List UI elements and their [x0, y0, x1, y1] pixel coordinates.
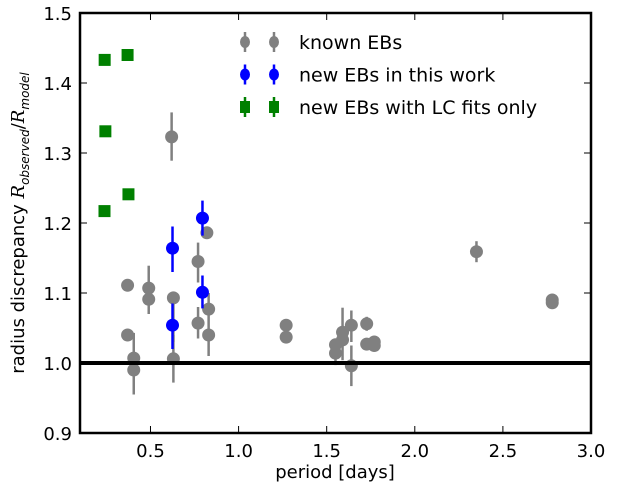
- legend-label: new EBs with LC fits only: [299, 97, 537, 119]
- y-tick-label: 1.0: [43, 354, 72, 375]
- data-point: [195, 211, 209, 225]
- data-point: [360, 317, 374, 331]
- data-point: [99, 125, 112, 138]
- data-point: [195, 285, 209, 299]
- data-point: [202, 328, 216, 342]
- data-point: [344, 318, 358, 332]
- axis-ticks: 0.5 1.0 1.5 2.0 2.5 3.0 0.9 1.0 1.1 1.2 1.3 1.4 1.5: [43, 4, 605, 462]
- data-point: [279, 318, 293, 332]
- legend-label: known EBs: [299, 32, 402, 54]
- legend-marker: [269, 101, 279, 113]
- data-point: [121, 278, 135, 292]
- series-2: [98, 49, 135, 218]
- data-point: [191, 255, 205, 268]
- data-point: [122, 188, 135, 201]
- data-point: [166, 291, 180, 305]
- legend-marker: [240, 68, 250, 81]
- series-1: [166, 200, 209, 349]
- data-point: [142, 292, 156, 306]
- legend-marker: [240, 36, 250, 48]
- data-point: [166, 241, 180, 255]
- data-point: [165, 130, 179, 144]
- x-tick-label: 2.5: [489, 441, 518, 462]
- x-tick-label: 0.5: [136, 441, 165, 462]
- data-point: [98, 53, 111, 66]
- data-point: [191, 316, 205, 330]
- data-point: [367, 339, 381, 352]
- data-point: [142, 281, 156, 295]
- x-tick-label: 1.5: [312, 441, 341, 462]
- y-tick-label: 1.3: [43, 144, 72, 165]
- data-point: [545, 293, 559, 307]
- legend: known EBs new EBs in this work new EBs wit…: [240, 32, 537, 119]
- data-point: [202, 302, 216, 316]
- y-tick-label: 1.1: [43, 284, 72, 305]
- y-tick-label: 0.9: [43, 424, 72, 445]
- legend-marker: [269, 68, 279, 81]
- data-point: [121, 49, 134, 61]
- data-point: [127, 363, 141, 377]
- legend-marker: [269, 36, 279, 48]
- y-axis-label: radius discrepancy Robserved/Rmodel: [8, 72, 32, 374]
- legend-marker: [240, 101, 250, 113]
- x-tick-label: 3.0: [577, 441, 606, 462]
- data-point: [469, 245, 483, 259]
- y-tick-label: 1.5: [43, 4, 72, 25]
- x-tick-label: 2.0: [400, 441, 429, 462]
- legend-label: new EBs in this work: [299, 65, 495, 87]
- data-point: [166, 318, 180, 332]
- series-0: [121, 112, 559, 395]
- data-point: [98, 205, 111, 218]
- data-point: [279, 330, 293, 344]
- y-tick-label: 1.4: [43, 74, 72, 95]
- data-point: [329, 346, 342, 360]
- x-axis-label: period [days]: [275, 462, 395, 483]
- x-tick-label: 1.0: [224, 441, 253, 462]
- y-tick-label: 1.2: [43, 214, 72, 235]
- data-point: [121, 328, 135, 342]
